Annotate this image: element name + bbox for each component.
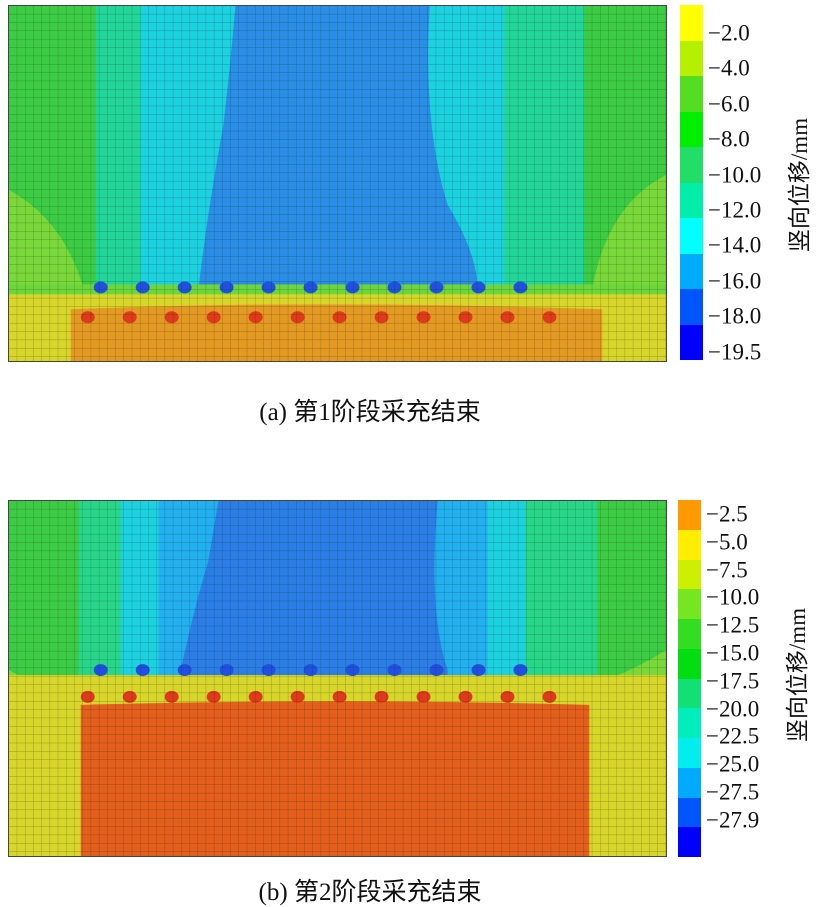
mesh-grid (9, 6, 666, 361)
colorbar-tick-label: −8.0 (708, 126, 750, 152)
contour-plot-b (8, 500, 667, 857)
colorbar-band (680, 40, 703, 76)
colorbar-band (680, 182, 703, 218)
colorbar-tick-label: −27.5 (706, 779, 760, 805)
colorbar-tick-label: −18.0 (708, 303, 762, 329)
colorbar-tick-label: −10.0 (708, 162, 762, 188)
colorbar-tick-label: −16.0 (708, 268, 762, 294)
colorbar-tick-label: −12.0 (708, 197, 762, 223)
contour-plot-a (8, 5, 667, 362)
colorbar-tick-label: −17.5 (706, 668, 760, 694)
colorbar-tick-label: −4.0 (708, 55, 750, 81)
colorbar-tick-label: −10.0 (706, 584, 760, 610)
colorbar-band (680, 5, 703, 41)
colorbar-band (680, 289, 703, 325)
colorbar-band (680, 218, 703, 254)
colorbar-tick-label: −15.0 (706, 640, 760, 666)
colorbar-band (678, 500, 701, 530)
colorbar-tick-label: −12.5 (706, 612, 760, 638)
colorbar-a (680, 5, 703, 360)
colorbar-tick-label: −2.0 (708, 20, 750, 46)
colorbar-tick-label: −27.9 (706, 807, 760, 833)
colorbar-band (678, 708, 701, 738)
colorbar-band (678, 559, 701, 590)
colorbar-tick-label: −25.0 (706, 751, 760, 777)
colorbar-band (678, 648, 701, 679)
colorbar-a-label: 竖向位移/mm (787, 117, 813, 253)
colorbar-band (680, 111, 703, 147)
colorbar-band (678, 589, 701, 619)
colorbar-band (678, 827, 701, 857)
caption-b: (b) 第2阶段采充结束 (258, 879, 482, 906)
colorbar-tick-label: −14.0 (708, 232, 762, 258)
colorbar-band (680, 253, 703, 289)
colorbar-band (678, 767, 701, 798)
colorbar-band (678, 529, 701, 560)
colorbar-tick-label: −20.0 (706, 696, 760, 722)
colorbar-tick-label: −22.5 (706, 723, 760, 749)
colorbar-band (680, 147, 703, 183)
colorbar-tick-label: −5.0 (706, 529, 748, 555)
colorbar-tick-label: −6.0 (708, 91, 750, 117)
mesh-grid (9, 501, 666, 856)
colorbar-band (678, 797, 701, 828)
colorbar-band (678, 738, 701, 768)
colorbar-tick-label: −19.5 (708, 339, 762, 365)
colorbar-tick-label: −2.5 (706, 501, 748, 527)
colorbar-b (678, 500, 701, 857)
colorbar-band (678, 678, 701, 709)
colorbar-b-label: 竖向位移/mm (785, 607, 811, 743)
colorbar-band (678, 619, 701, 649)
colorbar-band (680, 76, 703, 112)
colorbar-band (680, 324, 703, 360)
colorbar-tick-label: −7.5 (706, 557, 748, 583)
caption-a: (a) 第1阶段采充结束 (259, 399, 481, 426)
